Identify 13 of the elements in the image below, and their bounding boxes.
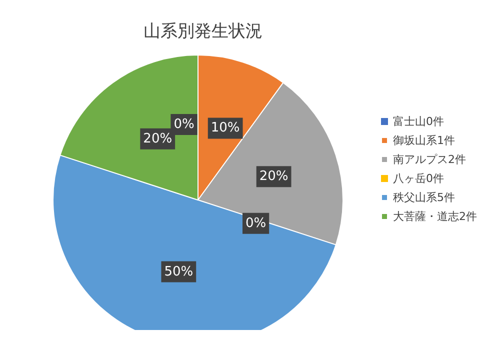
legend-label: 大菩薩・道志2件 [393,210,477,223]
text: 0% [245,216,266,231]
text: 0% [174,117,194,132]
data-label: 10% [210,120,240,136]
legend-label: 富士山0件 [393,115,444,128]
data-label: 20% [143,131,172,146]
data-label: 50% [164,264,194,280]
legend-label: 御坂山系1件 [393,134,455,147]
legend-label: 南アルプス2件 [393,153,466,166]
data-label: 20% [259,169,288,184]
chart-title: 山系別発生状況 [144,22,262,42]
legend-label: 八ヶ岳0件 [393,172,444,185]
legend-label: 秩父山系5件 [393,191,455,204]
